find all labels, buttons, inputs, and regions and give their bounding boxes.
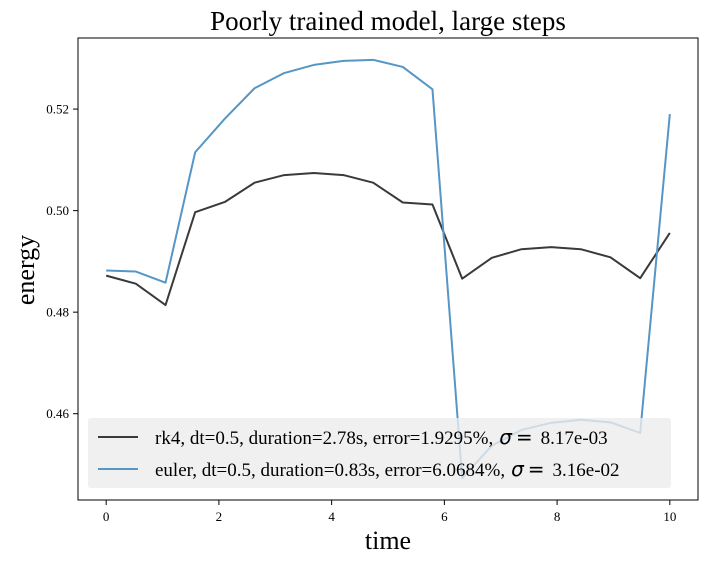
sigma-value: 3.16e-02 <box>553 460 620 481</box>
series-line-euler <box>106 58 671 480</box>
y-tick-label: 0.48 <box>46 305 69 320</box>
sigma-equals: = <box>528 457 545 481</box>
y-axis-ticks: 0.46 0.48 0.50 0.52 <box>46 102 78 421</box>
sigma-value: 8.17e-03 <box>541 428 608 449</box>
chart-title: Poorly trained model, large steps <box>210 6 566 36</box>
x-tick-label: 2 <box>216 509 223 524</box>
x-axis-ticks: 0 2 4 6 8 10 <box>103 500 676 524</box>
legend-box <box>88 418 671 488</box>
legend: rk4, dt=0.5, duration=2.78s, error=1.929… <box>88 418 671 488</box>
sigma-symbol: σ <box>499 425 513 449</box>
sigma-symbol: σ <box>511 457 525 481</box>
y-tick-label: 0.52 <box>46 102 69 117</box>
x-tick-label: 8 <box>554 509 561 524</box>
plot-area <box>105 58 671 480</box>
y-tick-label: 0.46 <box>46 406 69 421</box>
x-tick-label: 0 <box>103 509 110 524</box>
x-tick-label: 6 <box>441 509 448 524</box>
legend-label-rk4: rk4, dt=0.5, duration=2.78s, error=1.929… <box>155 425 608 449</box>
x-tick-label: 4 <box>328 509 335 524</box>
x-axis-title: time <box>365 526 411 555</box>
x-tick-label: 10 <box>663 509 676 524</box>
series-line-rk4 <box>105 172 671 307</box>
y-tick-label: 0.50 <box>46 203 69 218</box>
axes-frame <box>77 37 699 501</box>
y-axis-title: energy <box>11 235 40 305</box>
sigma-equals: = <box>516 425 533 449</box>
legend-label-euler: euler, dt=0.5, duration=0.83s, error=6.0… <box>155 457 620 481</box>
